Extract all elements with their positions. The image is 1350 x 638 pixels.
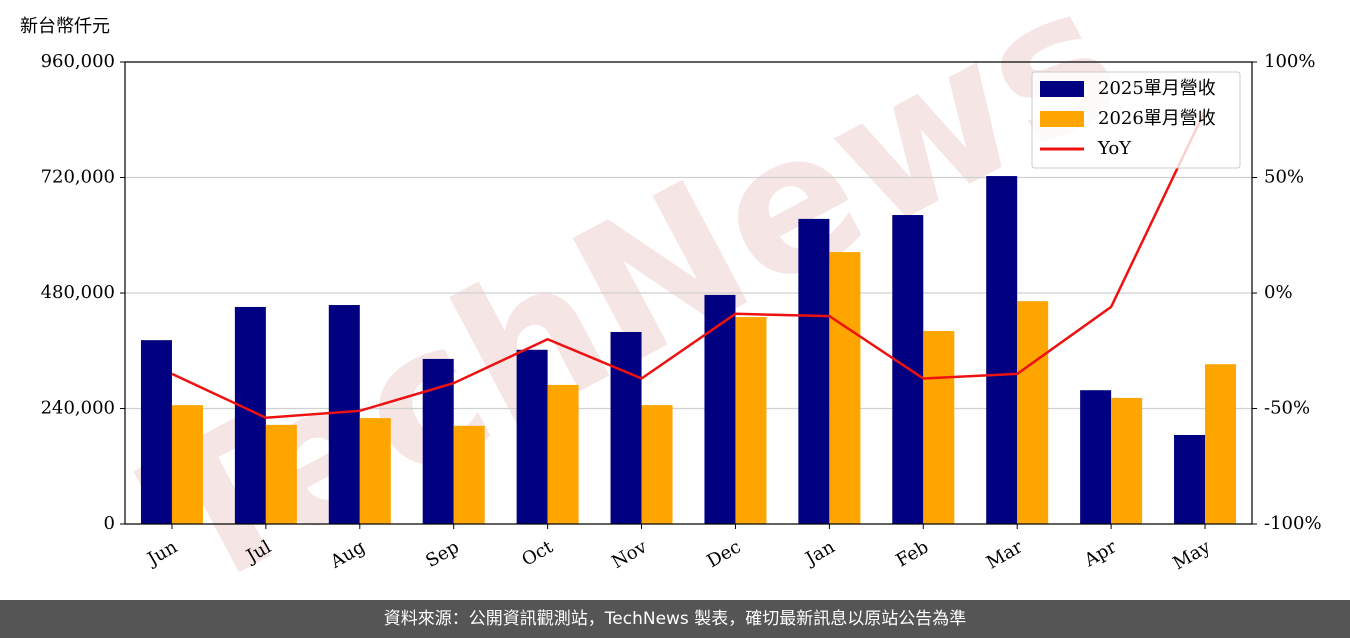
bar <box>516 349 548 524</box>
bar <box>610 331 642 524</box>
x-tick-label: Dec <box>703 536 744 572</box>
y2-tick-label: 50% <box>1264 167 1304 188</box>
bar <box>704 294 736 524</box>
x-tick-label: Nov <box>608 536 651 573</box>
y-axis-label: 新台幣仟元 <box>20 16 110 37</box>
x-tick-label: Jan <box>801 536 839 570</box>
x-tick-label: Mar <box>983 536 1027 573</box>
line <box>171 109 1207 420</box>
bar <box>798 218 830 524</box>
bar <box>923 331 955 524</box>
bar <box>1174 434 1206 524</box>
y-tick-label: 960,000 <box>41 51 115 72</box>
source-note: 資料來源：公開資訊觀測站，TechNews 製表，確切最新訊息以原站公告為準 <box>0 600 1350 638</box>
x-tick-label: Sep <box>422 536 462 571</box>
legend-label: YoY <box>1097 138 1132 159</box>
bar <box>359 418 391 524</box>
bar <box>547 384 579 524</box>
y-tick-label: 480,000 <box>41 282 115 303</box>
x-tick-label: Feb <box>893 536 933 571</box>
bar <box>1111 397 1143 524</box>
y2-tick-label: -100% <box>1264 513 1322 534</box>
y2-tick-label: 0% <box>1264 282 1293 303</box>
y2-tick-label: -50% <box>1264 398 1310 419</box>
bar <box>641 405 673 524</box>
y-tick-label: 720,000 <box>41 167 115 188</box>
chart: 新台幣仟元 TechNews 0240,000480,000720,000960… <box>20 0 1322 600</box>
legend-swatch <box>1040 81 1084 97</box>
bar <box>735 317 767 524</box>
y2-tick-label: 100% <box>1264 51 1315 72</box>
x-tick-label: Apr <box>1080 536 1120 571</box>
bar <box>1080 390 1112 524</box>
legend-label: 2026單月營收 <box>1098 108 1216 129</box>
bar <box>140 340 172 524</box>
y-tick-label: 240,000 <box>41 398 115 419</box>
bar <box>328 305 360 524</box>
x-tick-label: Oct <box>518 536 557 571</box>
bar <box>829 252 861 524</box>
bar <box>265 424 297 524</box>
bar <box>986 176 1018 524</box>
legend-label: 2025單月營收 <box>1098 78 1216 99</box>
y-tick-label: 0 <box>104 513 115 534</box>
bar <box>453 425 485 524</box>
bar <box>1205 364 1237 524</box>
x-tick-label: May <box>1169 536 1214 574</box>
legend-swatch <box>1040 111 1084 127</box>
plot-frame <box>124 61 1253 525</box>
bar <box>171 405 203 524</box>
bar <box>1017 301 1049 524</box>
